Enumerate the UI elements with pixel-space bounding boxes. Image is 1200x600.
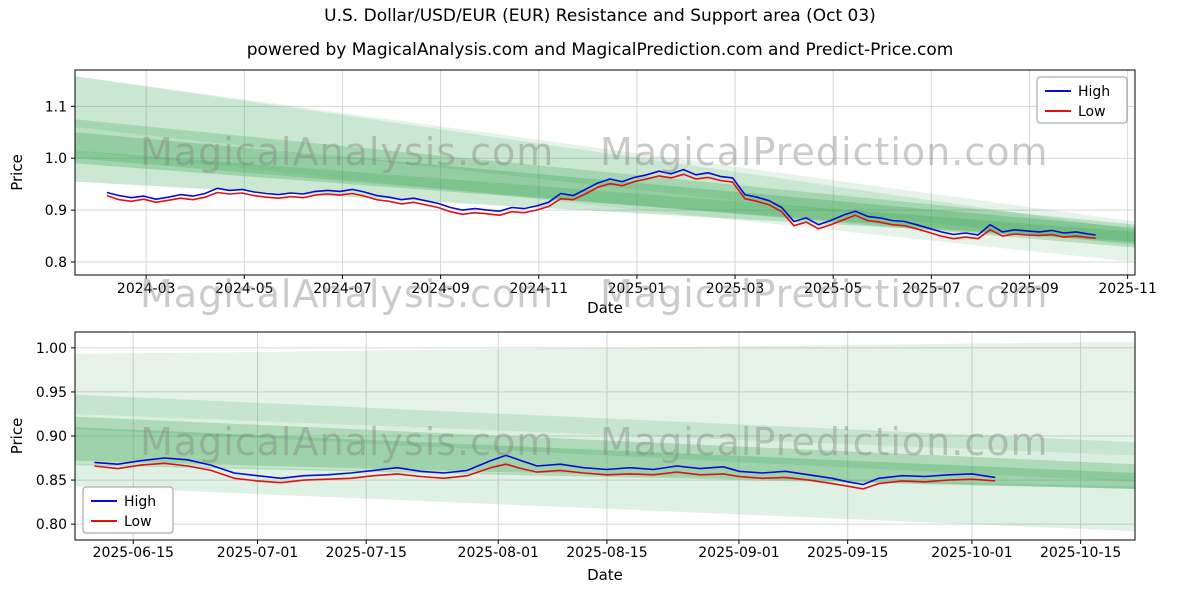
y-tick-label: 0.80 — [36, 517, 67, 533]
chart-title: U.S. Dollar/USD/EUR (EUR) Resistance and… — [324, 6, 876, 26]
x-tick-label: 2024-07 — [313, 281, 372, 297]
y-tick-label: 1.1 — [45, 99, 67, 115]
low-price-line — [106, 173, 1096, 240]
x-tick-label: 2025-05 — [804, 281, 863, 297]
x-tick-label: 2025-07-01 — [217, 545, 298, 561]
x-tick-label: 2025-10-01 — [931, 545, 1012, 561]
plot-border — [74, 69, 1136, 276]
high-price-line — [106, 168, 1096, 236]
support-resistance-band — [75, 76, 1135, 246]
legend-label-low: Low — [1078, 104, 1106, 120]
x-tick-label: 2025-03 — [706, 281, 765, 297]
y-tick-label: 0.9 — [45, 203, 67, 219]
x-tick-label: 2025-07-15 — [326, 545, 407, 561]
y-axis-label: Price — [8, 154, 26, 191]
x-tick-label: 2025-11 — [1098, 281, 1157, 297]
x-tick-label: 2024-05 — [215, 281, 274, 297]
legend-label-low: Low — [124, 514, 152, 530]
chart-overview: 2024-03 2024-05 2024-07 2024-09 2024-11 2025-… — [8, 69, 1157, 317]
y-axis-label: Price — [8, 418, 26, 455]
y-tick-label: 0.95 — [36, 385, 67, 401]
support-resistance-band — [75, 394, 1135, 482]
y-tick-label: 1.00 — [36, 341, 67, 357]
x-tick-label: 2024-11 — [510, 281, 569, 297]
chart-subtitle: powered by MagicalAnalysis.com and Magic… — [246, 40, 954, 60]
y-tick-label: 0.8 — [45, 255, 67, 271]
support-resistance-band — [75, 150, 1135, 242]
x-tick-label: 2025-08-15 — [566, 545, 647, 561]
support-resistance-band — [75, 76, 1135, 263]
x-tick-label: 2025-07 — [902, 281, 961, 297]
chart-zoom: 2025-06-15 2025-07-01 2025-07-15 2025-08-01… — [8, 331, 1136, 584]
x-tick-label: 2025-09-01 — [698, 545, 779, 561]
support-resistance-band — [75, 119, 1135, 248]
y-tick-label: 1.0 — [45, 151, 67, 167]
low-price-line — [94, 462, 996, 490]
support-resistance-band — [75, 132, 1135, 244]
high-price-line — [94, 454, 996, 486]
legend: High Low — [1036, 76, 1128, 124]
x-tick-label: 2025-06-15 — [93, 545, 174, 561]
x-tick-label: 2025-08-01 — [458, 545, 539, 561]
legend: High Low — [82, 486, 174, 534]
x-axis-label: Date — [587, 566, 623, 584]
support-resistance-band — [75, 416, 1135, 489]
support-resistance-band — [75, 341, 1135, 456]
support-resistance-band — [75, 427, 1135, 489]
legend-label-high: High — [1078, 84, 1110, 100]
x-tick-label: 2025-09 — [1000, 281, 1059, 297]
x-tick-label: 2024-09 — [411, 281, 470, 297]
x-axis-label: Date — [587, 299, 623, 317]
y-tick-label: 0.85 — [36, 473, 67, 489]
x-tick-label: 2025-09-15 — [807, 545, 888, 561]
x-tick-label: 2025-10-15 — [1040, 545, 1121, 561]
legend-label-high: High — [124, 494, 156, 510]
x-tick-label: 2025-01 — [608, 281, 667, 297]
x-tick-label: 2024-03 — [117, 281, 176, 297]
y-tick-label: 0.90 — [36, 429, 67, 445]
